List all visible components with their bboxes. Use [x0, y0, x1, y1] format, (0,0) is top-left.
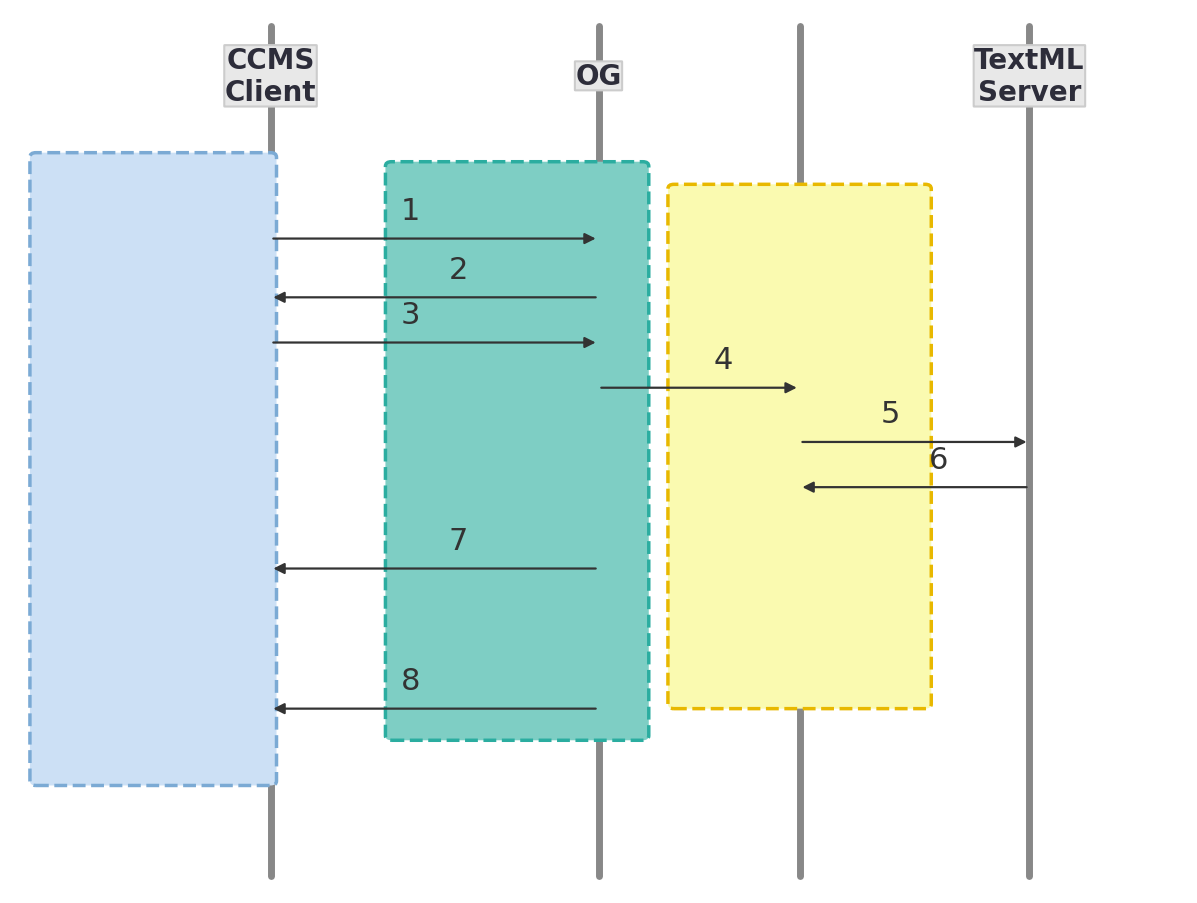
Text: OG: OG — [576, 63, 621, 90]
Text: 1: 1 — [401, 197, 420, 226]
Text: CCMS
Client: CCMS Client — [225, 47, 316, 107]
Text: 5: 5 — [881, 400, 900, 429]
Text: 7: 7 — [449, 526, 468, 555]
FancyBboxPatch shape — [385, 163, 649, 740]
Text: 4: 4 — [713, 346, 733, 375]
Text: 2: 2 — [449, 256, 468, 284]
Text: 8: 8 — [401, 666, 420, 695]
FancyBboxPatch shape — [668, 185, 931, 709]
Text: TextML
Server: TextML Server — [974, 47, 1084, 107]
Text: 6: 6 — [929, 445, 948, 474]
Text: 3: 3 — [401, 301, 420, 330]
FancyBboxPatch shape — [30, 154, 277, 786]
